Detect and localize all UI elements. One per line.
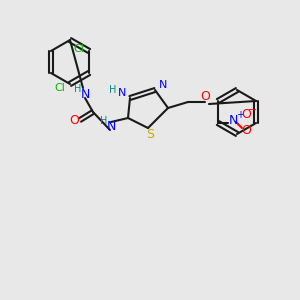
Text: N: N [159, 80, 167, 90]
Text: H: H [109, 85, 117, 95]
Text: −: − [248, 105, 258, 115]
Text: O: O [200, 89, 210, 103]
Text: H: H [100, 116, 108, 126]
Text: N: N [228, 115, 238, 128]
Text: N: N [80, 88, 90, 100]
Text: N: N [118, 88, 126, 98]
Text: +: + [236, 110, 244, 120]
Text: O: O [69, 113, 79, 127]
Text: O: O [241, 107, 251, 121]
Text: N: N [106, 119, 116, 133]
Text: Cl: Cl [55, 83, 65, 93]
Text: H: H [74, 84, 82, 94]
Text: S: S [146, 128, 154, 140]
Text: Cl: Cl [74, 44, 85, 54]
Text: O: O [241, 124, 251, 136]
